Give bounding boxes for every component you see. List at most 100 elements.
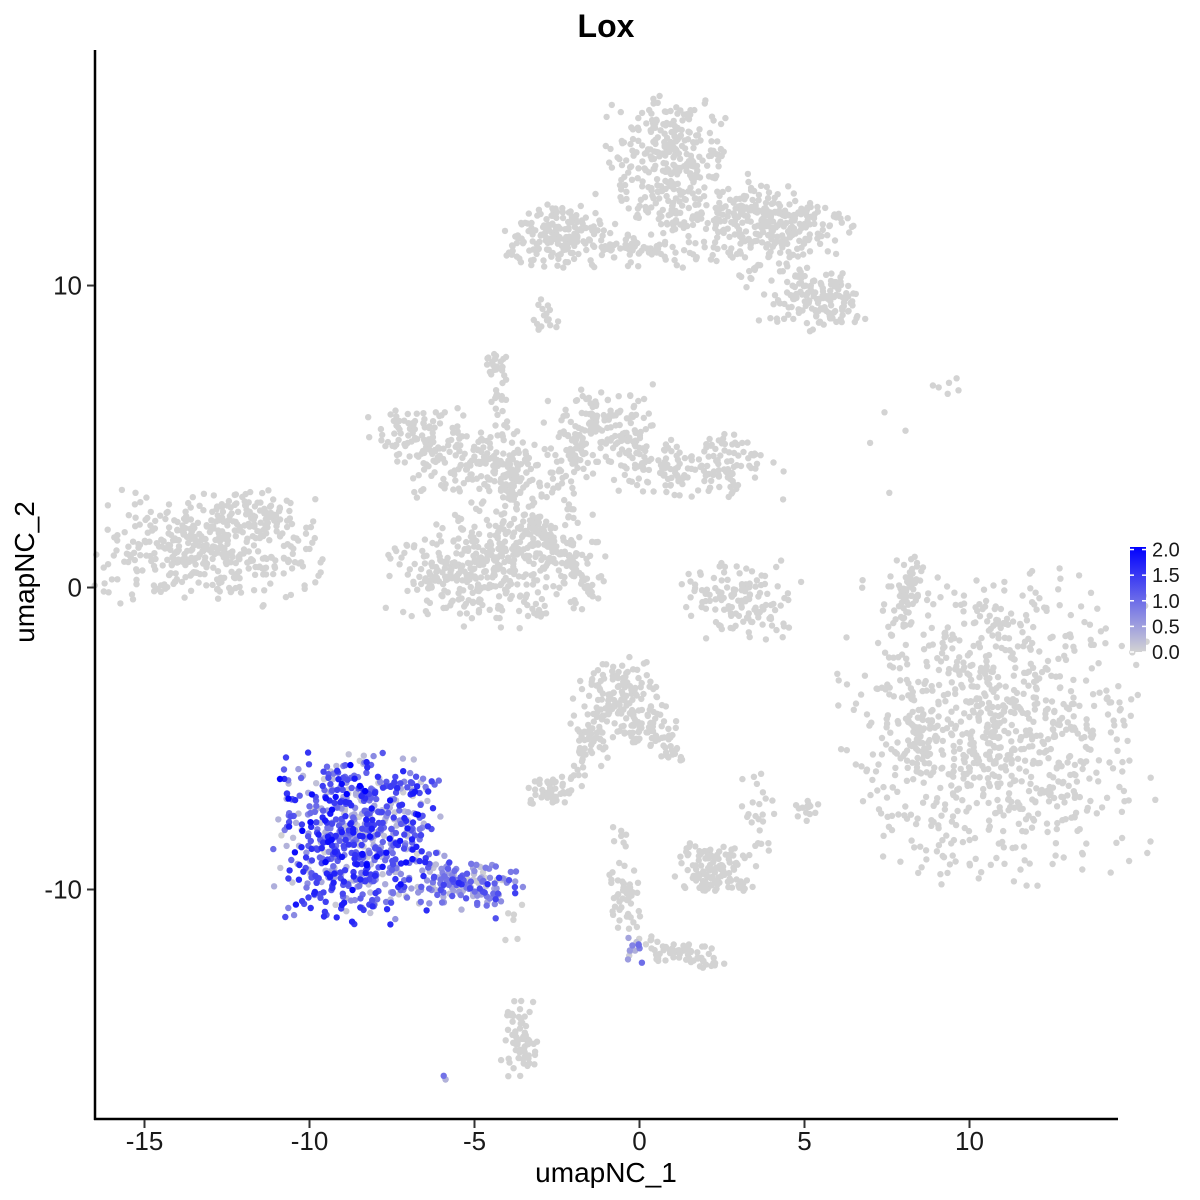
- cell-point: [1071, 761, 1079, 769]
- cell-point: [1005, 730, 1012, 737]
- cell-point: [779, 496, 787, 503]
- cell-point: [952, 686, 959, 693]
- cell-point: [714, 138, 721, 145]
- cell-point: [104, 561, 112, 568]
- cell-point: [527, 465, 535, 473]
- cell-point: [838, 318, 845, 326]
- cell-point: [616, 701, 623, 709]
- cell-point: [669, 199, 677, 206]
- cell-point: [837, 746, 845, 753]
- cell-point: [283, 497, 290, 504]
- cell-point: [759, 621, 766, 628]
- cell-point: [600, 675, 608, 682]
- cell-point: [880, 783, 887, 791]
- cell-point: [939, 837, 946, 844]
- cell-point: [570, 605, 577, 612]
- cell-point: [562, 521, 569, 529]
- cell-point: [488, 371, 495, 378]
- cell-point: [752, 203, 759, 210]
- cell-point: [677, 757, 684, 764]
- cell-point: [928, 822, 935, 829]
- cell-point: [1070, 676, 1077, 684]
- cell-point: [135, 540, 142, 548]
- cell-point: [525, 1055, 532, 1062]
- cell-point: [1000, 702, 1007, 709]
- cell-point: [504, 1008, 512, 1016]
- cell-point: [629, 942, 636, 949]
- cell-point: [953, 375, 960, 382]
- cell-point: [282, 593, 290, 601]
- cell-point: [679, 480, 686, 488]
- cell-point: [770, 810, 778, 818]
- cell-point: [128, 591, 136, 598]
- cell-point: [473, 475, 480, 482]
- cell-point: [620, 674, 627, 681]
- cell-point: [700, 193, 708, 200]
- cell-point: [133, 576, 140, 583]
- cell-point: [989, 771, 996, 778]
- cell-point: [700, 887, 707, 894]
- cell-point: [448, 436, 455, 444]
- cell-point: [692, 843, 699, 850]
- cell-point: [1019, 827, 1026, 835]
- cell-point: [543, 234, 550, 241]
- cell-point: [284, 517, 291, 524]
- cell-point: [241, 502, 249, 509]
- cell-point: [563, 412, 570, 419]
- cell-point: [547, 522, 555, 530]
- cell-point: [543, 317, 551, 324]
- cell-point: [622, 236, 629, 243]
- cell-point: [174, 527, 181, 534]
- cell-point: [740, 193, 747, 200]
- cell-point: [719, 435, 727, 442]
- cell-point: [598, 716, 606, 723]
- cell-point: [1045, 755, 1052, 762]
- cell-point: [755, 197, 762, 204]
- cell-point: [574, 550, 581, 558]
- cell-point: [484, 483, 491, 490]
- cell-point: [467, 583, 474, 591]
- cell-point: [221, 518, 228, 525]
- cell-point: [647, 231, 655, 238]
- cell-point: [744, 170, 752, 178]
- cell-point: [1087, 636, 1094, 643]
- cell-point: [729, 470, 736, 478]
- cell-point: [784, 590, 792, 597]
- cell-point: [191, 533, 198, 540]
- cell-point: [605, 695, 613, 703]
- cell-point: [683, 164, 690, 171]
- cell-point: [1020, 690, 1027, 697]
- cell-point: [827, 297, 834, 305]
- cell-point: [597, 444, 604, 452]
- cell-point: [767, 315, 774, 322]
- cell-point: [1020, 678, 1028, 685]
- cell-point: [441, 409, 448, 416]
- cell-point: [771, 606, 779, 614]
- cell-point: [883, 720, 891, 727]
- cell-point: [240, 546, 248, 553]
- cell-point: [852, 700, 860, 707]
- cell-point: [728, 604, 735, 611]
- cell-point: [569, 484, 576, 492]
- cell-point: [406, 566, 413, 573]
- cell-point: [762, 795, 769, 802]
- cell-point: [942, 698, 949, 705]
- cell-point: [290, 911, 298, 919]
- cell-point: [671, 256, 678, 264]
- cell-point: [716, 192, 723, 200]
- cell-point: [607, 458, 615, 465]
- cell-point: [616, 898, 623, 905]
- cell-point: [496, 540, 503, 547]
- cell-point: [894, 739, 901, 746]
- cell-point: [607, 229, 614, 237]
- cell-point: [617, 194, 624, 201]
- cell-point: [993, 694, 1000, 701]
- cell-point: [615, 668, 622, 676]
- cell-point: [460, 623, 468, 630]
- cell-point: [678, 476, 686, 483]
- cell-point: [762, 601, 770, 609]
- cell-point: [984, 775, 992, 782]
- cell-point: [461, 603, 468, 610]
- cell-point: [626, 477, 633, 485]
- cell-point: [624, 956, 632, 963]
